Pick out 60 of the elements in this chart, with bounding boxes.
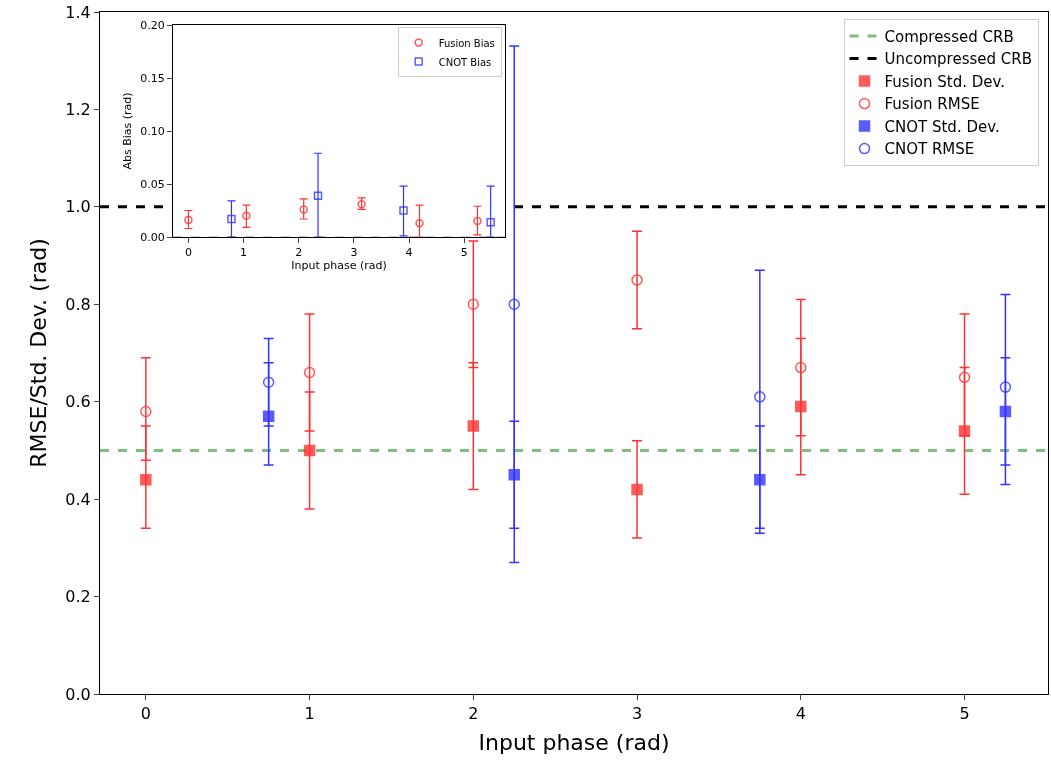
point: [184, 215, 193, 225]
y-axis-title: Abs Bias (rad): [120, 92, 134, 170]
point: [631, 274, 643, 286]
y-tick-label: 1.2: [65, 100, 91, 120]
legend-label: CNOT RMSE: [884, 140, 975, 159]
point: [313, 191, 323, 200]
y-tick-label: 1.0: [65, 197, 91, 217]
x-tick-label: 0: [140, 704, 151, 724]
x-tick-label: 0: [184, 246, 192, 260]
y-tick-label: 0.00: [140, 230, 165, 244]
legend-label: CNOT Std. Dev.: [884, 117, 1000, 136]
y-tick-label: 0.15: [140, 71, 165, 85]
point: [999, 381, 1012, 393]
point: [399, 206, 408, 215]
y-axis-title: RMSE/Std. Dev. (rad): [26, 238, 52, 468]
x-tick-label: 4: [405, 246, 413, 260]
y-tick-label: 0.10: [140, 124, 165, 138]
point: [242, 211, 251, 221]
point: [140, 405, 152, 418]
point: [473, 216, 482, 226]
y-tick-label: 1.4: [65, 2, 91, 22]
point: [958, 425, 971, 437]
y-tick-label: 0.2: [65, 587, 91, 607]
point: [958, 371, 971, 384]
point: [227, 214, 236, 224]
legend-label: Fusion Bias: [438, 37, 495, 49]
legend-label: Compressed CRB: [884, 27, 1014, 46]
point: [631, 483, 643, 496]
point: [415, 218, 424, 228]
x-tick-label: 2: [468, 704, 479, 724]
point: [754, 391, 766, 403]
x-tick-label: 5: [959, 704, 970, 724]
legend-label: Fusion Std. Dev.: [884, 72, 1005, 91]
y-tick-label: 0.20: [140, 18, 165, 32]
x-tick-label: 1: [240, 246, 248, 260]
point: [508, 469, 520, 481]
y-tick-label: 0.4: [65, 489, 91, 509]
point: [795, 361, 807, 374]
y-tick-label: 0.6: [65, 392, 91, 412]
point: [262, 376, 275, 388]
point: [299, 205, 308, 214]
point: [508, 298, 520, 311]
x-tick-label: 2: [295, 246, 303, 260]
point: [486, 217, 495, 227]
y-tick-label: 0.05: [140, 177, 165, 191]
x-tick-label: 5: [460, 246, 468, 260]
x-tick-label: 3: [350, 246, 358, 260]
x-tick-label: 3: [631, 704, 643, 724]
legend-label: Fusion RMSE: [884, 95, 980, 114]
x-axis-title: Input phase (rad): [478, 730, 670, 756]
x-axis-title: Input phase (rad): [291, 259, 387, 273]
y-tick-label: 0.0: [65, 684, 91, 704]
x-tick-label: 4: [795, 704, 806, 724]
point: [467, 298, 480, 311]
legend-label: Uncompressed CRB: [884, 50, 1032, 69]
x-tick-label: 1: [304, 704, 315, 724]
y-tick-label: 0.8: [65, 294, 91, 314]
point: [467, 420, 480, 432]
point: [303, 366, 316, 379]
legend-label: CNOT Bias: [438, 56, 492, 68]
